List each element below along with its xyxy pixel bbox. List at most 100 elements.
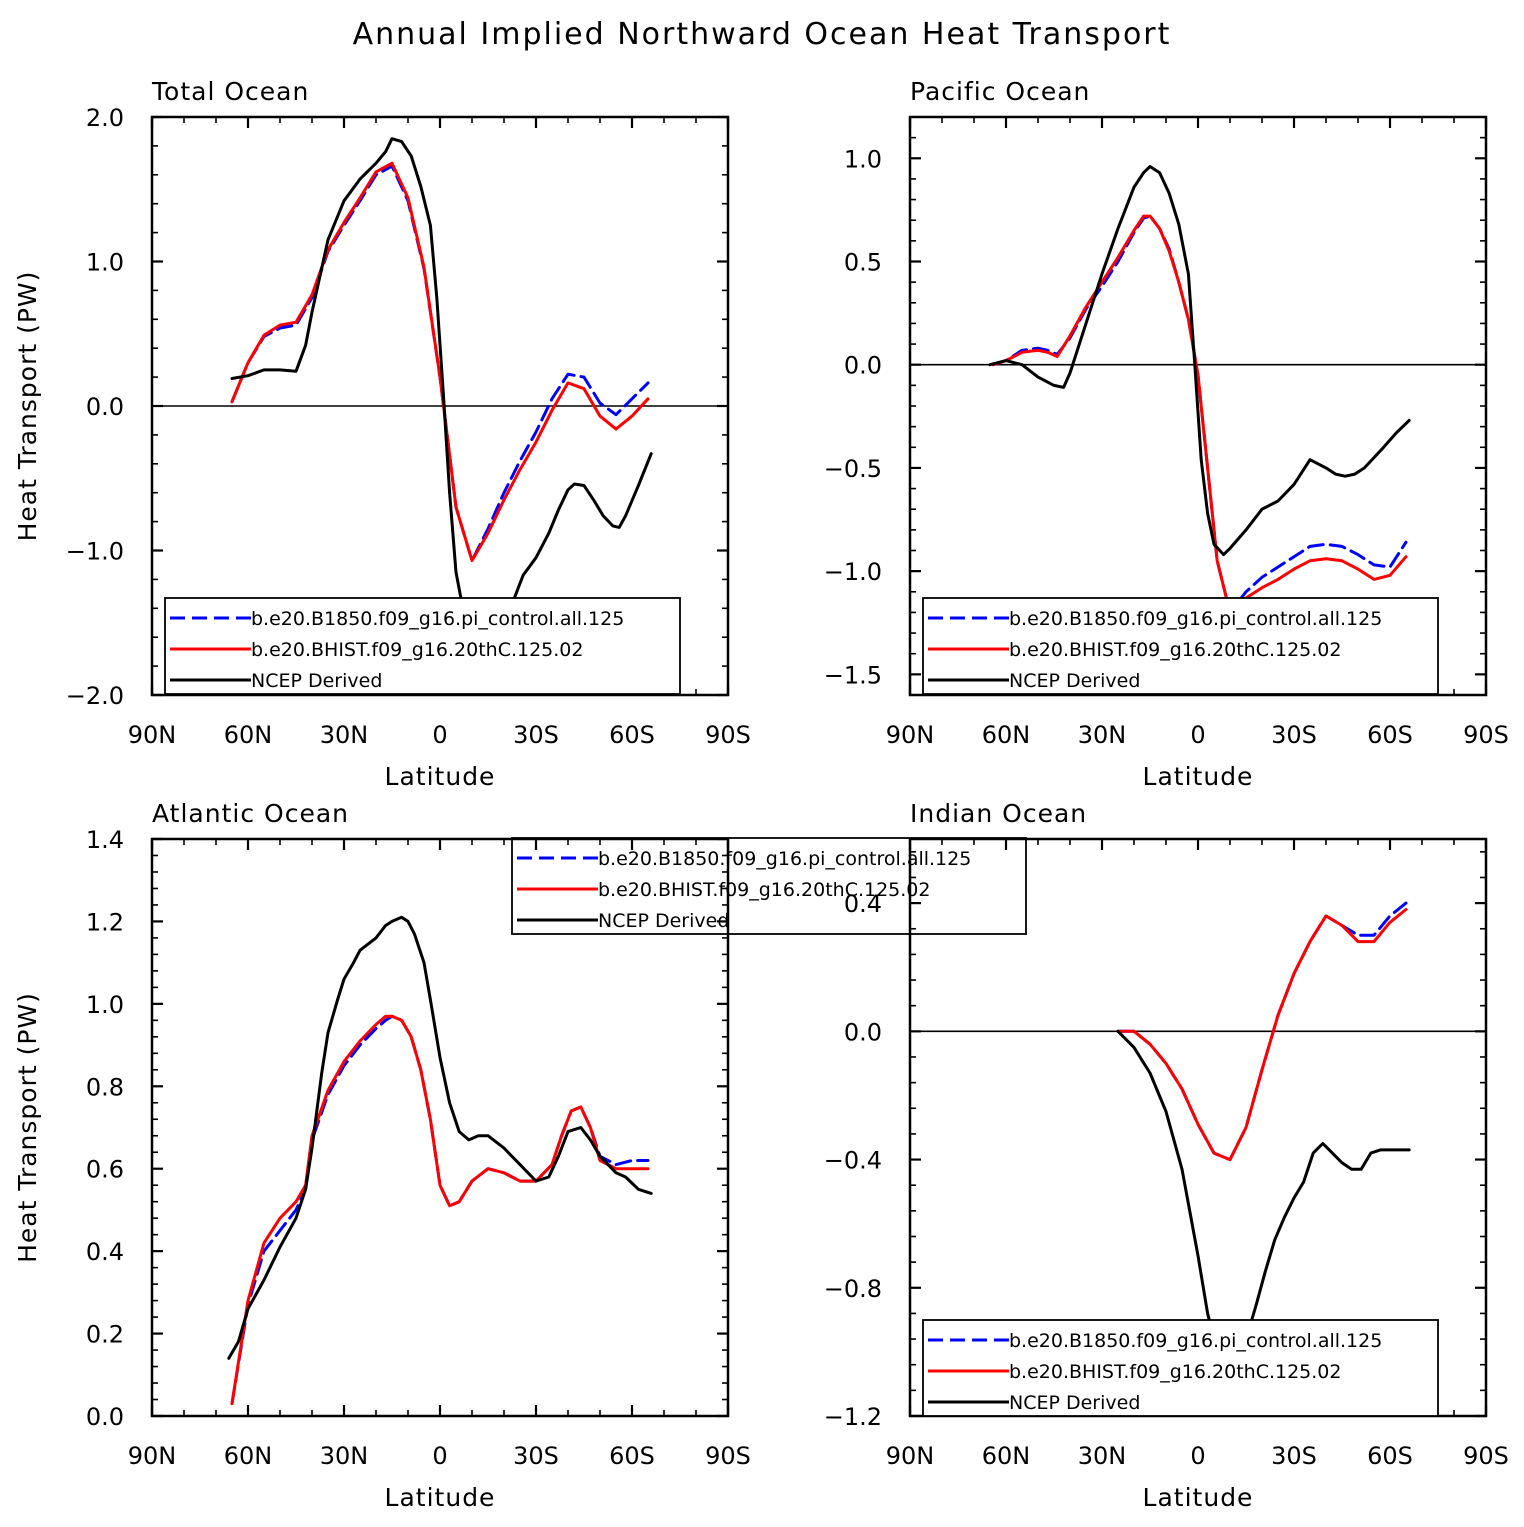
x-tick-label: 30S <box>1271 721 1317 749</box>
x-tick-label: 60S <box>1367 721 1413 749</box>
x-tick-label: 30N <box>1078 1442 1127 1470</box>
x-axis-label: Latitude <box>1143 1483 1254 1512</box>
x-tick-label: 90S <box>1463 721 1509 749</box>
legend-box <box>922 1319 1439 1417</box>
legend-label: NCEP Derived <box>251 670 382 692</box>
panel-title: Total Ocean <box>151 77 309 106</box>
x-tick-label: 30N <box>320 1442 369 1470</box>
series-group <box>1116 901 1411 1373</box>
series-line-ncep-derived <box>230 137 653 646</box>
x-tick-label: 90N <box>128 721 177 749</box>
series-line-b-e20-b1850-f09-g16-pi-control-all-125 <box>230 1014 650 1406</box>
x-tick-label: 90S <box>705 721 751 749</box>
series-group <box>988 165 1411 614</box>
legend-label: NCEP Derived <box>1009 1392 1140 1414</box>
x-tick-label: 60N <box>982 721 1031 749</box>
x-axis-label: Latitude <box>1143 762 1254 791</box>
legend-total-ocean: b.e20.B1850.f09_g16.pi_control.all.125 b.… <box>164 597 681 695</box>
y-tick-label: 0.0 <box>86 393 124 421</box>
plot-frame <box>908 115 1488 697</box>
x-tick-label: 30N <box>1078 721 1127 749</box>
y-tick-label: 1.2 <box>86 908 124 936</box>
legend-box <box>511 837 1027 935</box>
y-axis-label: Heat Transport (PW) <box>13 992 42 1263</box>
y-tick-label: 0.8 <box>86 1073 124 1101</box>
y-tick-label: 0.0 <box>844 352 882 380</box>
legend-box <box>922 597 1439 695</box>
y-tick-label: −1.5 <box>824 661 882 689</box>
series-line-b-e20-bhist-f09-g16-20thc-125-02 <box>1116 908 1408 1162</box>
x-tick-label: 60S <box>1367 1442 1413 1470</box>
y-tick-label: 1.0 <box>86 991 124 1019</box>
y-tick-label: 1.0 <box>86 249 124 277</box>
legend-box <box>164 597 681 695</box>
series-group <box>227 915 653 1406</box>
y-tick-label: 0.4 <box>844 890 882 918</box>
series-line-ncep-derived <box>227 915 653 1360</box>
legend-label: NCEP Derived <box>598 910 729 932</box>
x-axis-label: Latitude <box>385 1483 496 1512</box>
legend-label: NCEP Derived <box>1009 670 1140 692</box>
legend-label: b.e20.BHIST.f09_g16.20thC.125.02 <box>598 879 930 901</box>
x-axis-label: Latitude <box>385 762 496 791</box>
x-tick-label: 60N <box>224 721 273 749</box>
y-tick-label: 1.0 <box>844 145 882 173</box>
y-tick-label: −0.8 <box>824 1275 882 1303</box>
x-tick-label: 90N <box>128 1442 177 1470</box>
panel-title: Pacific Ocean <box>910 77 1090 106</box>
y-tick-label: 0.5 <box>844 249 882 277</box>
figure-title: Annual Implied Northward Ocean Heat Tran… <box>353 17 1172 52</box>
y-tick-label: 1.4 <box>86 826 124 854</box>
y-axis-ticks: −1.5 −1.0 −0.5 0.0 0.5 1.0 <box>824 116 1486 696</box>
y-axis-ticks: −1.2 −0.8 −0.4 0.0 0.4 <box>824 851 1486 1431</box>
x-tick-label: 90N <box>886 1442 935 1470</box>
legend-label: b.e20.B1850.f09_g16.pi_control.all.125 <box>1009 608 1382 630</box>
x-tick-label: 60S <box>609 1442 655 1470</box>
panel-title: Indian Ocean <box>910 799 1087 828</box>
x-tick-label: 0 <box>432 721 447 749</box>
legend-label: b.e20.BHIST.f09_g16.20thC.125.02 <box>1009 1361 1341 1383</box>
legend-label: b.e20.B1850.f09_g16.pi_control.all.125 <box>598 848 971 870</box>
y-tick-label: 0.0 <box>844 1018 882 1046</box>
plot-frame <box>150 837 730 1418</box>
x-tick-label: 0 <box>432 1442 447 1470</box>
panel-atlantic-ocean: Atlantic Ocean 90N 60N 30N 0 30S 60S 90S 0.0 0.2 0… <box>13 799 751 1512</box>
panel-pacific-ocean: Pacific Ocean 90N 60N 30N 0 30S 60S 90S −1.5 −1.0… <box>824 77 1509 791</box>
x-tick-label: 30N <box>320 721 369 749</box>
y-tick-label: −1.2 <box>824 1403 882 1431</box>
legend-indian-ocean: b.e20.B1850.f09_g16.pi_control.all.125 b.… <box>922 1319 1439 1417</box>
series-line-ncep-derived <box>1116 1029 1411 1373</box>
series-group <box>230 137 653 646</box>
x-tick-label: 0 <box>1190 1442 1205 1470</box>
x-tick-label: 0 <box>1190 721 1205 749</box>
y-tick-label: 0.0 <box>86 1403 124 1431</box>
x-tick-label: 30S <box>513 721 559 749</box>
x-tick-label: 60N <box>982 1442 1031 1470</box>
legend-atlantic-ocean: b.e20.B1850.f09_g16.pi_control.all.125 b.… <box>511 837 1027 935</box>
legend-label: b.e20.B1850.f09_g16.pi_control.all.125 <box>251 608 624 630</box>
y-axis-label: Heat Transport (PW) <box>13 271 42 542</box>
y-tick-label: −1.0 <box>66 538 124 566</box>
y-tick-label: 0.4 <box>86 1238 124 1266</box>
legend-pacific-ocean: b.e20.B1850.f09_g16.pi_control.all.125 b.… <box>922 597 1439 695</box>
series-line-b-e20-bhist-f09-g16-20thc-125-02 <box>230 161 650 563</box>
y-tick-label: 0.2 <box>86 1321 124 1349</box>
plot-frame <box>150 115 730 697</box>
y-tick-label: −2.0 <box>66 682 124 710</box>
legend-label: b.e20.B1850.f09_g16.pi_control.all.125 <box>1009 1330 1382 1352</box>
x-tick-label: 60S <box>609 721 655 749</box>
y-tick-label: −0.4 <box>824 1147 882 1175</box>
x-tick-label: 90S <box>705 1442 751 1470</box>
x-tick-label: 90S <box>1463 1442 1509 1470</box>
legend-label: b.e20.BHIST.f09_g16.20thC.125.02 <box>251 639 583 661</box>
series-line-b-e20-bhist-f09-g16-20thc-125-02 <box>991 214 1408 614</box>
y-tick-label: −0.5 <box>824 455 882 483</box>
y-tick-label: 0.6 <box>86 1156 124 1184</box>
y-tick-label: −1.0 <box>824 558 882 586</box>
panel-title: Atlantic Ocean <box>152 799 349 828</box>
x-tick-label: 90N <box>886 721 935 749</box>
series-line-ncep-derived <box>988 165 1411 557</box>
x-tick-label: 60N <box>224 1442 273 1470</box>
legend-label: b.e20.BHIST.f09_g16.20thC.125.02 <box>1009 639 1341 661</box>
